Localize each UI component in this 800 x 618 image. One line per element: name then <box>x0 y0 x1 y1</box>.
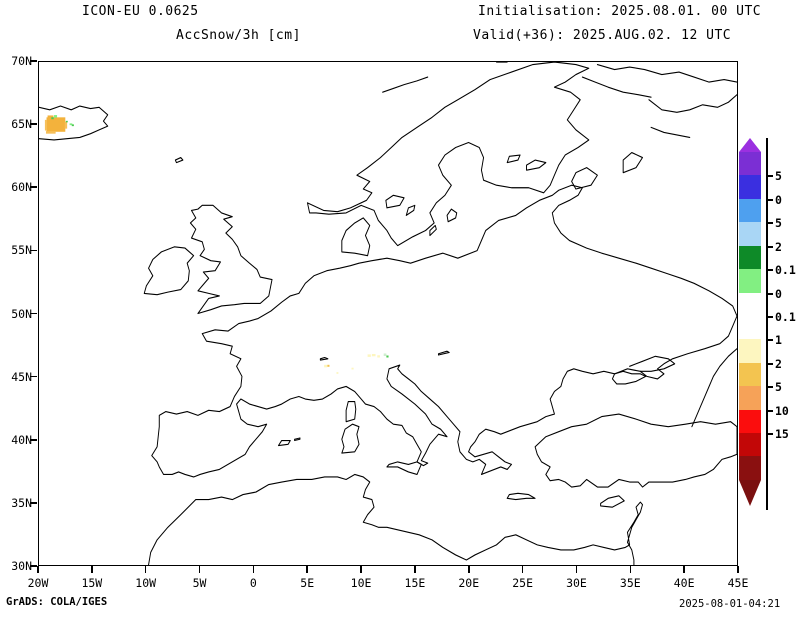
colorbar-tick-mark <box>766 409 773 412</box>
latitude-tick-label: 45N <box>11 369 32 384</box>
colorbar-band <box>739 245 761 270</box>
longitude-tick-label: 40E <box>673 576 695 590</box>
latitude-tick-mark <box>30 502 37 504</box>
longitude-tick-label: 20E <box>458 576 480 590</box>
colorbar-tick-label: 0 <box>775 192 782 207</box>
colorbar-tick-label: 0.1 <box>775 310 796 324</box>
colorbar-band <box>739 152 761 176</box>
colorbar-tick-mark <box>766 339 773 342</box>
latitude-tick-label: 30N <box>11 559 32 573</box>
longitude-tick-label: 20W <box>27 576 49 590</box>
colorbar-tick-label: 10 <box>775 403 789 418</box>
header-model-name: ICON-EU 0.0625 <box>82 4 199 19</box>
longitude-tick-mark <box>198 566 201 573</box>
colorbar-tick-mark <box>766 245 773 248</box>
longitude-tick-mark <box>683 566 685 573</box>
latitude-tick-mark <box>30 60 37 62</box>
colorbar-band <box>739 269 761 293</box>
header-variable-name: AccSnow/3h [cm] <box>176 28 301 43</box>
longitude-tick-label: 5E <box>300 576 315 590</box>
colorbar-band <box>739 409 761 434</box>
colorbar-tick-mark <box>766 292 773 295</box>
colorbar-band <box>739 362 761 387</box>
colorbar-band <box>739 292 761 316</box>
latitude-tick-label: 60N <box>11 180 32 195</box>
header-initialisation: Initialisation: 2025.08.01. 00 UTC <box>478 4 762 19</box>
longitude-tick-mark <box>306 566 309 573</box>
latitude-tick-mark <box>30 375 37 378</box>
longitude-tick-label: 35E <box>619 576 641 590</box>
longitude-tick-label: 0 <box>249 576 257 590</box>
colorbar-tick-label: 0 <box>775 286 782 301</box>
longitude-tick-label: 10E <box>350 576 372 590</box>
latitude-tick-label: 70N <box>11 54 32 68</box>
colorbar-cap-top <box>739 138 761 152</box>
colorbar-tick-mark <box>766 198 773 201</box>
longitude-tick-label: 30E <box>566 576 587 590</box>
colorbar-tick-label: 2 <box>775 356 782 371</box>
render-timestamp: 2025-08-01-04:21 <box>679 598 781 610</box>
colorbar-tick-label: 5 <box>775 169 782 184</box>
colorbar-tick-label: 15 <box>775 427 789 442</box>
colorbar-tick-mark <box>766 386 773 389</box>
latitude-tick-mark <box>30 438 37 441</box>
colorbar-axis-line <box>766 138 768 510</box>
colorbar-tick-label: 5 <box>775 216 782 231</box>
colorbar-swatches <box>739 138 761 506</box>
grads-credit: GrADS: COLA/IGES <box>6 596 108 608</box>
colorbar-tick-mark <box>766 316 773 318</box>
colorbar-band <box>739 222 761 246</box>
snow-field-alps <box>324 353 389 374</box>
latitude-tick-mark <box>30 186 37 189</box>
latitude-tick-mark <box>30 123 37 125</box>
colorbar-tick-label: 0.1 <box>775 263 796 278</box>
colorbar-band <box>739 315 761 340</box>
latitude-tick-label: 55N <box>11 243 32 258</box>
longitude-tick-mark <box>414 566 416 573</box>
latitude-tick-mark <box>30 249 37 252</box>
colorbar-band <box>739 339 761 363</box>
longitude-tick-label: 25E <box>512 576 533 590</box>
longitude-tick-mark <box>467 566 470 573</box>
latitude-tick-label: 40N <box>11 432 32 447</box>
longitude-tick-mark <box>144 566 147 573</box>
colorbar-tick-mark <box>766 433 773 436</box>
longitude-tick-mark <box>360 566 362 573</box>
longitude-tick-mark <box>91 566 93 573</box>
latitude-tick-mark <box>30 565 37 567</box>
longitude-tick-mark <box>37 566 39 573</box>
colorbar-cap-bottom <box>739 479 761 506</box>
longitude-tick-label: 10W <box>135 576 157 590</box>
longitude-tick-mark <box>252 566 255 573</box>
longitude-tick-mark <box>575 566 578 573</box>
longitude-tick-label: 5W <box>192 576 207 590</box>
europe-coastline-map <box>39 62 737 565</box>
colorbar-tick-mark <box>766 175 773 178</box>
snow-field-iceland <box>44 115 74 134</box>
colorbar-band <box>739 456 761 480</box>
colorbar-tick-mark <box>766 269 773 272</box>
colorbar-tick-label: 1 <box>775 333 782 348</box>
latitude-tick-mark <box>30 312 37 315</box>
longitude-tick-mark <box>629 566 632 573</box>
longitude-tick-label: 15W <box>81 576 103 590</box>
colorbar-tick-mark <box>766 362 773 365</box>
longitude-tick-label: 15E <box>404 576 426 590</box>
colorbar-band <box>739 386 761 410</box>
map-plot-area[interactable] <box>38 61 738 566</box>
colorbar-band <box>739 175 761 199</box>
colorbar-band <box>739 433 761 457</box>
longitude-tick-mark <box>737 566 739 573</box>
latitude-tick-label: 65N <box>11 117 32 132</box>
header-valid-time: Valid(+36): 2025.AUG.02. 12 UTC <box>473 28 732 43</box>
longitude-tick-mark <box>521 566 524 573</box>
longitude-tick-label: 45E <box>727 576 749 590</box>
colorbar-band <box>739 198 761 223</box>
latitude-tick-label: 50N <box>11 306 32 321</box>
colorbar-tick-label: 5 <box>775 380 782 395</box>
colorbar-tick-mark <box>766 222 773 225</box>
colorbar-tick-label: 2 <box>775 239 782 254</box>
latitude-tick-label: 35N <box>11 495 32 510</box>
